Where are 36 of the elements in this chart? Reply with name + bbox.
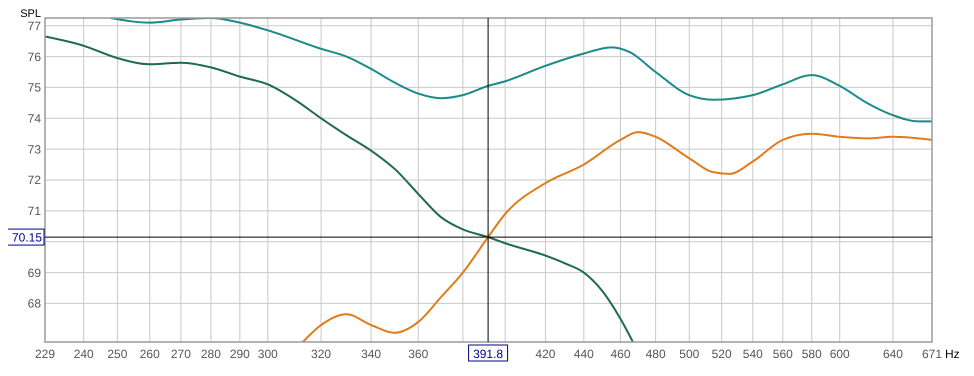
- x-tick-label: 250: [107, 347, 128, 361]
- x-tick-label: 340: [361, 347, 382, 361]
- y-tick-label: 69: [28, 266, 42, 280]
- x-tick-label: 480: [646, 347, 666, 361]
- x-tick-label: 440: [574, 347, 594, 361]
- x-tick-label: 290: [230, 347, 250, 361]
- x-tick-label: 300: [258, 347, 278, 361]
- y-tick-label: 72: [28, 173, 42, 188]
- y-tick-label: 75: [28, 80, 42, 95]
- y-tick-label: 71: [28, 204, 42, 218]
- ref-line-label: 70.15: [12, 230, 42, 244]
- ref-line-label: 391.8: [473, 347, 504, 361]
- x-axis-title: Hz: [945, 347, 960, 361]
- x-tick-label: 420: [535, 347, 556, 361]
- x-tick-label: 460: [610, 347, 631, 361]
- x-tick-label: 540: [742, 347, 764, 361]
- x-tick-label: 280: [200, 347, 222, 361]
- y-tick-label: 76: [28, 50, 42, 64]
- x-tick-label: 229: [34, 347, 56, 361]
- y-tick-label: 68: [28, 296, 42, 311]
- x-tick-label: 260: [140, 347, 160, 361]
- x-tick-label: 560: [772, 347, 794, 361]
- x-tick-label: 520: [712, 347, 732, 361]
- y-tick-label: 77: [28, 18, 42, 33]
- x-tick-label: 640: [882, 347, 904, 361]
- x-tick-label: 580: [802, 347, 822, 361]
- x-tick-label: 600: [830, 347, 850, 361]
- x-tick-label: 671: [922, 347, 942, 361]
- x-tick-label: 240: [74, 347, 94, 361]
- y-axis-title: SPL: [20, 8, 41, 20]
- x-tick-label: 320: [311, 347, 332, 361]
- y-tick-label: 73: [28, 142, 42, 156]
- x-tick-label: 360: [408, 347, 429, 361]
- y-tick-label: 74: [28, 111, 42, 126]
- x-tick-label: 270: [170, 347, 192, 361]
- x-tick-label: 500: [679, 347, 700, 361]
